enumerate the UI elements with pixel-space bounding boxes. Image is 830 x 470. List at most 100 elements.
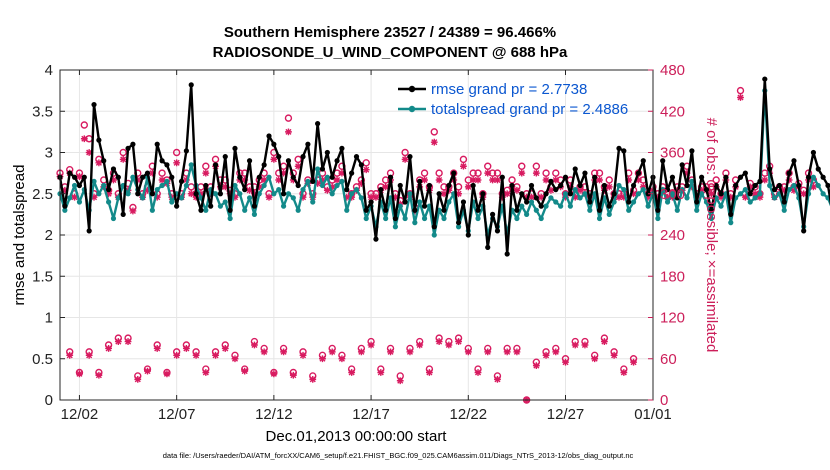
totalspread-point xyxy=(703,199,710,205)
totalspread-point xyxy=(679,187,685,193)
totalspread-point xyxy=(640,187,646,193)
obs-count-markers-low xyxy=(66,334,638,404)
rmse-point xyxy=(251,203,258,209)
totalspread-point xyxy=(339,178,345,184)
totalspread-point xyxy=(475,215,481,222)
obs-assimilated-marker xyxy=(469,176,477,184)
obs-assimilated-marker xyxy=(430,138,438,146)
obs-assimilated-marker xyxy=(95,159,103,167)
totalspread-point xyxy=(96,191,102,197)
obs-possible-marker xyxy=(430,128,438,136)
rmse-point xyxy=(290,174,296,180)
obs-assimilated-marker xyxy=(600,338,608,345)
totalspread-point xyxy=(421,215,428,222)
y-left-tick-label: 4 xyxy=(45,62,53,79)
obs-assimilated-marker xyxy=(80,135,88,143)
totalspread-point xyxy=(222,199,228,205)
obs-possible-marker xyxy=(605,176,613,184)
obs-assimilated-marker xyxy=(173,351,181,359)
obs-assimilated-marker xyxy=(280,169,287,177)
obs-assimilated-marker xyxy=(163,370,171,378)
obs-assimilated-marker xyxy=(664,193,671,201)
totalspread-point xyxy=(305,178,311,184)
totalspread-point xyxy=(159,182,165,189)
rmse-point xyxy=(217,191,224,197)
totalspread-point xyxy=(533,207,539,213)
totalspread-point xyxy=(524,211,530,217)
legend-spread-marker xyxy=(408,105,416,113)
rmse-point xyxy=(198,207,204,213)
obs-assimilated-marker xyxy=(270,155,278,163)
obs-assimilated-marker xyxy=(144,367,151,375)
obs-assimilated-marker xyxy=(421,176,428,184)
totalspread-point xyxy=(630,199,637,205)
rmse-point xyxy=(135,191,141,197)
totalspread-point xyxy=(538,215,544,222)
obs-assimilated-marker xyxy=(328,183,336,191)
rmse-point xyxy=(455,220,462,226)
obs-assimilated-marker xyxy=(192,351,200,359)
totalspread-point xyxy=(572,187,578,193)
totalspread-point xyxy=(752,195,758,201)
rmse-point xyxy=(805,174,812,180)
obs-assimilated-marker xyxy=(610,193,618,201)
rmse-point xyxy=(742,170,748,176)
rmse-point xyxy=(558,182,564,189)
totalspread-point xyxy=(276,187,282,193)
totalspread-point xyxy=(154,187,160,193)
obs-assimilated-marker xyxy=(635,176,642,184)
obs-assimilated-marker xyxy=(270,370,278,378)
totalspread-point xyxy=(266,174,272,180)
totalspread-point xyxy=(67,195,73,201)
totalspread-point xyxy=(455,224,462,230)
totalspread-point xyxy=(820,191,826,197)
totalspread-point xyxy=(183,182,189,189)
x-tick-label: 12/17 xyxy=(352,406,390,423)
totalspread-point xyxy=(344,207,350,213)
totalspread-point xyxy=(319,182,326,189)
x-tick-label: 12/07 xyxy=(158,406,196,423)
obs-possible-marker xyxy=(202,162,210,170)
obs-assimilated-marker xyxy=(66,351,74,359)
obs-assimilated-marker xyxy=(231,355,239,363)
rmse-point xyxy=(208,203,214,209)
totalspread-point xyxy=(106,199,112,205)
obs-possible-marker xyxy=(459,155,468,164)
obs-assimilated-marker xyxy=(105,345,113,352)
rmse-point xyxy=(810,149,817,156)
obs-assimilated-marker xyxy=(528,193,535,201)
rmse-point xyxy=(596,207,603,213)
obs-assimilated-marker xyxy=(576,186,584,194)
obs-assimilated-marker xyxy=(460,162,467,170)
rmse-point xyxy=(334,158,340,164)
rmse-point xyxy=(237,174,243,180)
totalspread-point xyxy=(635,191,642,197)
obs-assimilated-marker xyxy=(790,186,798,194)
obs-assimilated-marker xyxy=(630,358,637,366)
rmse-point xyxy=(626,199,632,205)
totalspread-point xyxy=(315,166,321,172)
rmse-point xyxy=(271,141,277,147)
rmse-point xyxy=(776,182,782,189)
rmse-point xyxy=(538,203,544,209)
rmse-point xyxy=(149,191,155,197)
totalspread-point xyxy=(514,215,520,222)
rmse-point xyxy=(689,148,695,154)
y-left-tick-label: 1.5 xyxy=(32,268,53,285)
obs-assimilated-marker xyxy=(144,186,151,194)
totalspread-point xyxy=(402,215,408,222)
rmse-point xyxy=(222,154,228,160)
legend-rmse-marker xyxy=(408,85,416,93)
rmse-point xyxy=(295,182,301,189)
obs-assimilated-marker xyxy=(406,348,414,356)
rmse-point xyxy=(664,187,671,193)
obs-assimilated-marker xyxy=(328,348,336,356)
totalspread-point xyxy=(212,191,219,197)
rmse-point xyxy=(825,182,830,189)
obs-possible-marker xyxy=(542,169,550,177)
y-axis-right-label: # of obs: o=possible; ×=assimilated xyxy=(703,118,720,353)
totalspread-point xyxy=(577,195,583,201)
totalspread-point xyxy=(718,203,724,209)
rmse-point xyxy=(130,141,136,147)
obs-assimilated-marker xyxy=(105,190,113,198)
